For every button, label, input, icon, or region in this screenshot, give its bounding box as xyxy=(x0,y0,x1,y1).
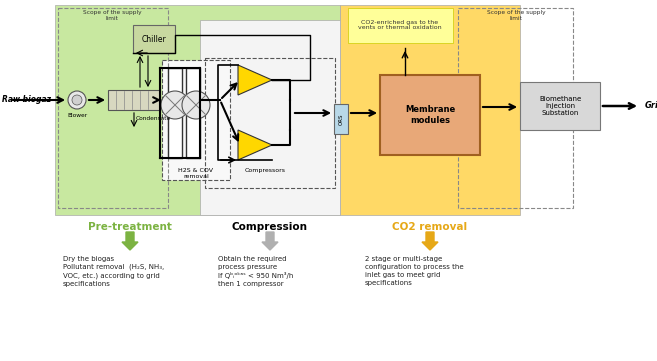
Text: Condensate: Condensate xyxy=(136,116,171,121)
Text: CO2 removal: CO2 removal xyxy=(392,222,468,232)
Bar xyxy=(340,5,520,215)
Bar xyxy=(55,5,340,215)
Bar xyxy=(162,60,230,180)
Text: Chiller: Chiller xyxy=(142,35,166,43)
Bar xyxy=(205,58,335,188)
FancyArrow shape xyxy=(422,232,438,250)
Bar xyxy=(380,75,480,155)
Text: Raw biogaz: Raw biogaz xyxy=(2,96,51,104)
Bar xyxy=(133,25,175,53)
Text: Biomethane
Injection
Substation: Biomethane Injection Substation xyxy=(539,96,581,116)
Text: CO2-enriched gas to the
vents or thermal oxidation: CO2-enriched gas to the vents or thermal… xyxy=(358,19,442,30)
Bar xyxy=(186,68,200,158)
Circle shape xyxy=(182,91,210,119)
Text: Scope of the supply
limit: Scope of the supply limit xyxy=(487,10,545,21)
Text: Blower: Blower xyxy=(67,113,87,118)
Circle shape xyxy=(161,91,189,119)
Bar xyxy=(458,8,573,208)
Bar xyxy=(58,8,168,208)
Text: Grid: Grid xyxy=(645,101,657,110)
FancyArrow shape xyxy=(122,232,138,250)
Text: H2S & COV
removal: H2S & COV removal xyxy=(179,168,214,179)
Text: Scope of the supply
limit: Scope of the supply limit xyxy=(83,10,141,21)
Polygon shape xyxy=(238,65,272,95)
Text: Membrane
modules: Membrane modules xyxy=(405,105,455,125)
Text: ORS: ORS xyxy=(338,113,344,125)
Text: Compression: Compression xyxy=(232,222,308,232)
Text: Dry the biogas
Pollutant removal  (H₂S, NH₃,
VOC, etc.) according to grid
specif: Dry the biogas Pollutant removal (H₂S, N… xyxy=(63,256,164,287)
Text: Pre-treatment: Pre-treatment xyxy=(88,222,172,232)
Bar xyxy=(520,82,600,130)
FancyArrow shape xyxy=(262,232,278,250)
Text: Obtain the required
process pressure
If Qᵇᵢᵒᵏᵃˢ < 950 Nm³/h
then 1 compressor: Obtain the required process pressure If … xyxy=(218,256,294,287)
Text: 2 stage or multi-stage
configuration to process the
inlet gas to meet grid
speci: 2 stage or multi-stage configuration to … xyxy=(365,256,464,286)
Circle shape xyxy=(72,95,82,105)
Bar xyxy=(168,68,182,158)
Bar xyxy=(348,8,453,43)
Text: Compressors: Compressors xyxy=(244,168,286,173)
Bar xyxy=(200,20,340,215)
Bar xyxy=(334,104,348,134)
Circle shape xyxy=(68,91,86,109)
Bar xyxy=(108,90,160,110)
Polygon shape xyxy=(238,130,272,160)
